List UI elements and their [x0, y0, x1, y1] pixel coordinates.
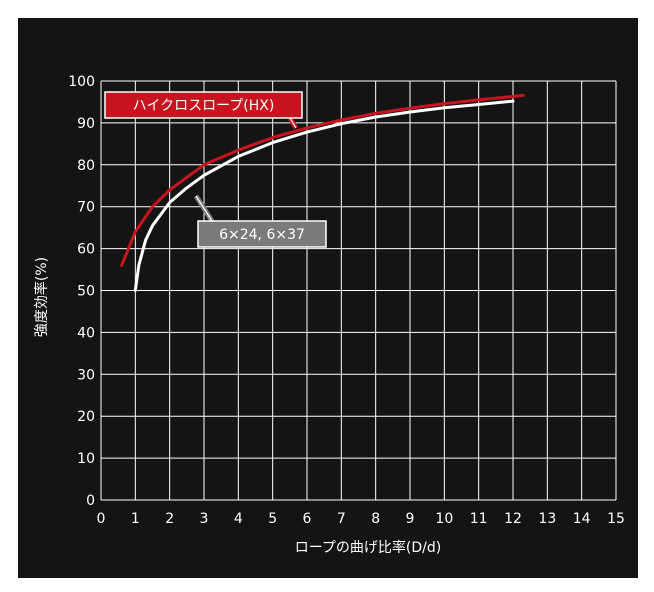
- y-tick-label: 10: [77, 451, 95, 467]
- series-hx-label: ハイクロスロープ(HX): [133, 98, 275, 114]
- x-tick-label: 9: [406, 511, 415, 527]
- series-6x24-6x37-label: 6×24, 6×37: [219, 227, 305, 243]
- x-tick-label: 10: [435, 511, 453, 527]
- y-tick-label: 70: [77, 200, 95, 216]
- series-lines: [120, 93, 525, 292]
- series-labels: ハイクロスロープ(HX) 6×24, 6×37: [104, 91, 327, 248]
- x-tick-label: 11: [470, 511, 488, 527]
- x-tick-label: 15: [607, 511, 625, 527]
- y-tick-label: 90: [77, 116, 95, 132]
- x-tick-label: 4: [234, 511, 243, 527]
- y-tick-label: 60: [77, 242, 95, 258]
- x-axis-title: ロープの曲げ比率(D/d): [295, 539, 441, 556]
- series-6x24-6x37-leader-edge: [195, 195, 213, 222]
- x-tick-label: 3: [200, 511, 209, 527]
- grid: [100, 80, 617, 501]
- x-tick-label: 5: [268, 511, 277, 527]
- y-tick-label: 20: [77, 409, 95, 425]
- y-tick-label: 40: [77, 325, 95, 341]
- x-tick-label: 12: [504, 511, 522, 527]
- tick-labels: 0 1 2 3 4 5 6 7 8 9 10 11 12 13 14 15010203040506070809…: [68, 74, 625, 527]
- x-tick-label: 8: [371, 511, 380, 527]
- x-tick-label: 6: [303, 511, 312, 527]
- series-hx-leader-edge: [289, 117, 297, 129]
- y-tick-label: 50: [77, 284, 95, 300]
- x-tick-label: 0: [97, 511, 106, 527]
- y-axis-title: 強度効率(%): [33, 257, 50, 337]
- x-tick-label: 2: [165, 511, 174, 527]
- y-tick-label: 100: [68, 74, 95, 90]
- y-tick-label: 0: [86, 493, 95, 509]
- series-line-6x24-6x37: [133, 99, 515, 292]
- y-tick-label: 30: [77, 367, 95, 383]
- x-tick-label: 7: [337, 511, 346, 527]
- x-tick-label: 1: [131, 511, 140, 527]
- series-line-hx: [120, 93, 525, 267]
- x-tick-label: 14: [573, 511, 591, 527]
- series-6x24-6x37-label-box: [197, 220, 327, 248]
- y-tick-label: 80: [77, 158, 95, 174]
- x-tick-label: 13: [538, 511, 556, 527]
- series-hx-label-box: [104, 91, 303, 119]
